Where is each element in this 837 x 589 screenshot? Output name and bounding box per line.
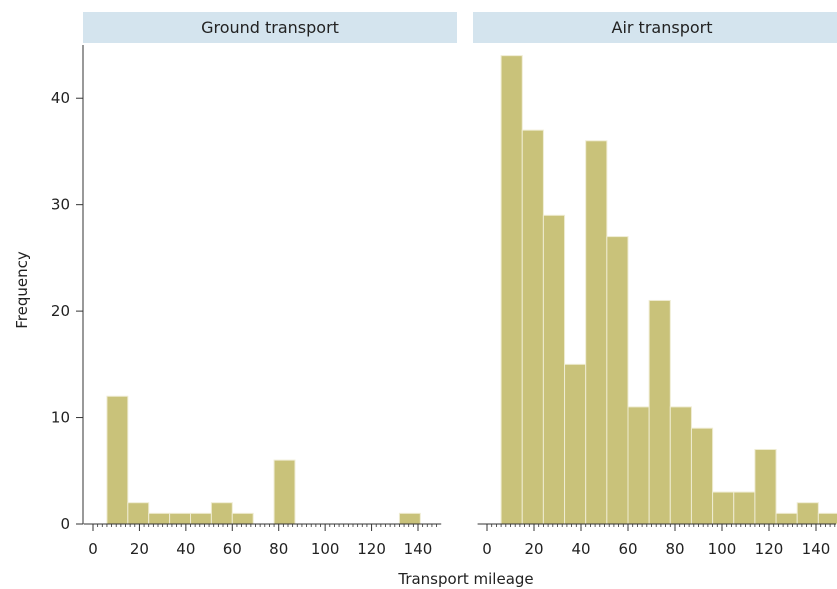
y-tick-label: 40 — [51, 89, 70, 107]
bar-air-96 — [712, 491, 735, 525]
bar-air-123 — [775, 512, 798, 525]
bar-air-15 — [521, 129, 544, 525]
y-axis-title: Frequency — [13, 251, 31, 329]
bar-air-87 — [690, 427, 714, 525]
bar-air-51 — [606, 236, 629, 525]
x-tick-label-ground: 100 — [311, 540, 340, 558]
bar-air-6 — [500, 55, 523, 525]
axes: 0 20 40 60 80 100 120 140 0 20 40 60 80 100 120 140 0 10 2… — [51, 45, 836, 558]
y-tick-label: 20 — [51, 302, 70, 320]
panel-title-air: Air transport — [612, 18, 713, 37]
bars-air — [500, 55, 837, 525]
x-tick-label-air: 140 — [802, 540, 831, 558]
x-tick-label-ground: 0 — [88, 540, 98, 558]
x-tick-label-air: 60 — [618, 540, 637, 558]
bar-ground-15 — [127, 502, 150, 525]
x-tick-label-ground: 80 — [269, 540, 288, 558]
x-axis-title: Transport mileage — [397, 570, 533, 588]
panel-strip-air — [473, 12, 837, 43]
bars-ground — [106, 395, 421, 525]
bar-air-69 — [648, 299, 671, 525]
bar-ground-42 — [190, 512, 212, 525]
x-tick-label-air: 120 — [755, 540, 784, 558]
panel-strip-ground — [83, 12, 457, 43]
x-tick-label-air: 20 — [524, 540, 543, 558]
bar-ground-132 — [398, 512, 421, 525]
y-tick-label: 0 — [60, 515, 70, 533]
bar-air-114 — [754, 448, 777, 525]
bar-air-78 — [669, 406, 692, 525]
bar-air-132 — [796, 502, 819, 525]
x-tick-label-ground: 140 — [404, 540, 433, 558]
bar-air-33 — [564, 363, 587, 525]
x-tick-label-air: 100 — [708, 540, 737, 558]
y-tick-label: 10 — [51, 409, 70, 427]
bar-ground-60 — [231, 512, 254, 525]
y-tick-label: 30 — [51, 196, 70, 214]
x-tick-label-ground: 40 — [176, 540, 195, 558]
x-tick-label-air: 40 — [571, 540, 590, 558]
bar-air-105 — [733, 491, 756, 525]
bar-air-60 — [627, 406, 650, 525]
bar-ground-33 — [169, 512, 192, 525]
bar-ground-24 — [148, 512, 171, 525]
x-tick-label-air: 80 — [665, 540, 684, 558]
x-tick-label-ground: 120 — [357, 540, 386, 558]
panel-title-ground: Ground transport — [201, 18, 339, 37]
bar-air-24 — [542, 214, 566, 525]
x-tick-label-ground: 60 — [223, 540, 242, 558]
bar-ground-78 — [273, 459, 296, 525]
bar-ground-51 — [210, 502, 233, 525]
bar-air-141 — [817, 512, 837, 525]
x-tick-label-ground: 20 — [130, 540, 149, 558]
bar-ground-6 — [106, 395, 129, 525]
bar-air-42 — [585, 140, 608, 525]
x-tick-label-air: 0 — [482, 540, 492, 558]
